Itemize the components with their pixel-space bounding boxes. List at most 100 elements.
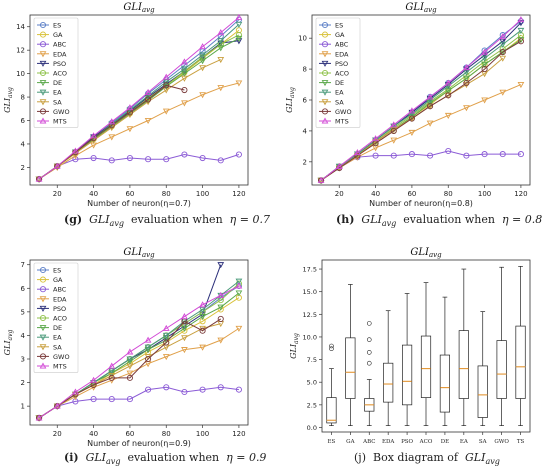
legend-label: ACO — [53, 315, 67, 323]
legend-marker — [321, 41, 329, 48]
data-point — [126, 104, 134, 111]
x-tick-label: 120 — [232, 430, 245, 438]
y-tick-label: 7.5 — [307, 356, 317, 364]
data-point — [354, 149, 361, 156]
series-line — [38, 16, 240, 180]
caption-h-eta: η = 0.8 — [501, 213, 543, 226]
legend-label: SA — [53, 98, 62, 106]
legend-label: ABC — [335, 41, 349, 49]
iqr-box — [439, 354, 450, 413]
y-tick-label: 0.0 — [307, 424, 317, 432]
legend-label: ABC — [53, 41, 67, 49]
data-point — [517, 27, 525, 34]
data-point — [499, 55, 507, 62]
data-point — [108, 118, 116, 125]
caption-i-eta: η = 0.9 — [226, 451, 267, 464]
series-line — [320, 40, 522, 181]
x-tick-label: 120 — [514, 190, 527, 198]
chart-title: GLIavg — [123, 2, 155, 14]
legend-label: GWO — [53, 353, 70, 361]
data-point — [444, 79, 452, 86]
x-tick-label: 20 — [53, 430, 62, 438]
data-point — [181, 388, 188, 396]
data-point — [90, 376, 97, 383]
data-point — [408, 115, 415, 122]
series-line — [38, 318, 222, 419]
outlier-point — [366, 360, 372, 366]
legend-marker — [321, 99, 329, 106]
iqr-box — [326, 397, 337, 424]
data-point — [517, 20, 525, 27]
caption-h-text: evaluation when — [403, 213, 495, 226]
data-point — [235, 13, 243, 20]
data-point — [162, 108, 170, 115]
y-tick-label: 5 — [21, 308, 25, 316]
x-tick-label: 80 — [444, 190, 453, 198]
legend-marker — [321, 117, 329, 124]
legend-label: ES — [53, 267, 61, 275]
y-tick-label: 1 — [21, 403, 25, 411]
legend-label: EA — [53, 89, 62, 97]
legend-marker — [39, 334, 47, 341]
data-point — [199, 301, 206, 308]
legend-label: GA — [53, 276, 63, 284]
y-tick-label: 6 — [21, 285, 26, 293]
caption-g-eta: η = 0.7 — [229, 213, 270, 226]
data-point — [317, 176, 325, 183]
legend-marker — [39, 51, 47, 58]
data-point — [499, 89, 507, 96]
data-point — [108, 122, 115, 129]
data-point — [217, 29, 225, 36]
data-point — [35, 414, 43, 421]
data-point — [126, 363, 134, 370]
legend-marker — [39, 80, 47, 87]
data-point — [53, 162, 61, 169]
data-point — [90, 154, 97, 162]
legend-label: PSO — [53, 305, 66, 313]
x-tick-label: 100 — [196, 430, 209, 438]
line-chart-i: GLIavg 20 40 60 80 100 120 1 2 3 4 5 6 7 Number of neu… — [3, 247, 249, 448]
y-tick-label: 10.0 — [303, 333, 317, 341]
data-point — [235, 80, 243, 87]
data-point — [217, 315, 224, 322]
y-tick-label: 14 — [16, 23, 25, 31]
y-tick-label: 2 — [21, 379, 25, 387]
data-point — [181, 325, 188, 332]
data-point — [199, 314, 206, 321]
box-gwo: GWO — [494, 266, 509, 445]
data-point — [162, 324, 170, 331]
y-tick-label: 7 — [21, 261, 25, 269]
chart-title: GLIavg — [405, 2, 437, 14]
data-point — [72, 388, 79, 395]
data-point — [126, 370, 134, 377]
data-point — [217, 304, 225, 311]
data-point — [145, 156, 152, 163]
outlier-point — [329, 346, 334, 352]
y-tick-label: 5.0 — [307, 379, 317, 387]
data-point — [235, 21, 243, 28]
outlier-point — [366, 337, 372, 342]
data-point — [444, 112, 452, 119]
legend-label: DE — [53, 324, 62, 332]
data-point — [162, 73, 170, 80]
data-point — [426, 103, 434, 110]
legend-marker — [39, 344, 47, 351]
data-point — [90, 396, 97, 403]
caption-j-text: Box diagram of — [373, 451, 459, 464]
legend-label: EDA — [335, 50, 349, 58]
x-tick-label: 40 — [89, 190, 98, 198]
data-point — [517, 16, 525, 23]
data-point — [217, 57, 225, 64]
y-tick-label: 17.5 — [303, 266, 317, 274]
data-point — [335, 162, 343, 169]
x-axis-label: Number of neuron(η=0.8) — [369, 199, 473, 208]
y-tick-label: 6 — [21, 117, 26, 125]
data-point — [372, 135, 379, 142]
x-tick-label: ES — [328, 439, 336, 445]
data-point — [390, 137, 398, 144]
legend-marker — [39, 69, 47, 77]
caption-j-metric-sub: avg — [485, 457, 500, 467]
legend-label: GA — [53, 31, 63, 39]
legend-label: MTS — [335, 118, 349, 126]
outlier-point — [329, 343, 334, 349]
